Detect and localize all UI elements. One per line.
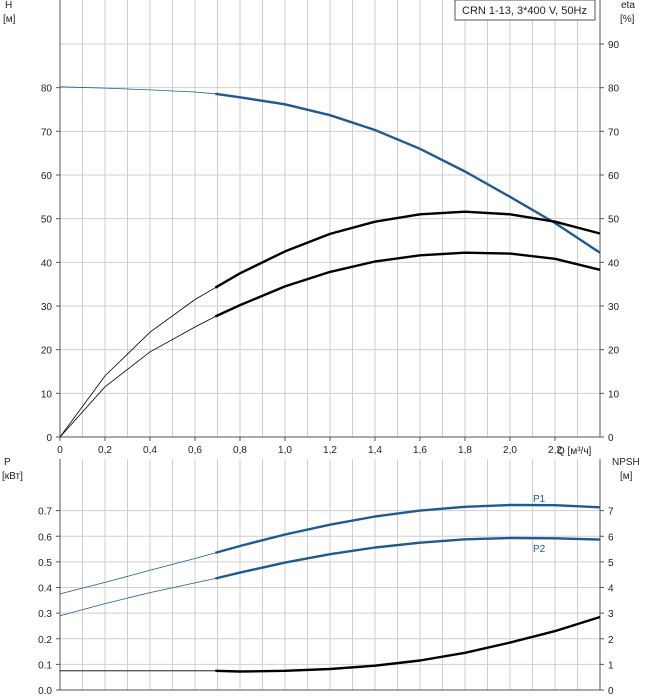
x-axis-label-q: Q [м³/ч]	[557, 446, 592, 457]
upper-axes	[56, 0, 604, 441]
series-p2-operating	[215, 536, 601, 580]
x-tick-label: 0,2	[98, 445, 112, 456]
y-tick-label-right: 50	[608, 215, 620, 226]
left-axis-label-h: H	[5, 0, 12, 11]
y-tick-label-right: 7	[608, 507, 614, 518]
y-tick-label-left: 80	[41, 84, 53, 95]
series-p2-extended	[59, 578, 216, 617]
upper-chart: 0 10 20 30 40 50 60 70 80 0 10 20 30 40 50 60 70 80 90 0 0,2…	[3, 0, 635, 457]
y-tick-label-left: 20	[41, 346, 53, 357]
x-tick-label: 2,2	[548, 445, 562, 456]
right-axis-unit-npsh: [м]	[620, 471, 633, 482]
y-tick-label-left: 0.5	[38, 558, 52, 569]
y-tick-label-left: 0.2	[38, 635, 52, 646]
y-tick-label-left: 0	[46, 433, 52, 444]
lower-chart: 0.0 0.1 0.2 0.3 0.4 0.5 0.6 0.7 0 1 2 3 4 5 6 7 P [кВт]…	[2, 457, 640, 697]
y-tick-label-right: 3	[608, 609, 614, 620]
y-tick-label-right: 0	[608, 433, 614, 444]
x-tick-label: 2,0	[503, 445, 517, 456]
y-tick-label-right: 1	[608, 660, 614, 671]
series-0-0-extended	[59, 86, 216, 95]
series-0-1-extended	[59, 287, 216, 438]
series-label-p2: P2	[533, 544, 546, 555]
y-tick-label-left: 50	[41, 215, 53, 226]
y-tick-label-left: 0.7	[38, 507, 52, 518]
upper-series	[59, 86, 601, 438]
chart-title-box	[454, 0, 596, 21]
y-tick-label-left: 30	[41, 302, 53, 313]
right-axis-unit-eta: [%]	[620, 14, 635, 25]
y-tick-label-right: 30	[608, 302, 620, 313]
y-tick-label-right: 5	[608, 558, 614, 569]
y-tick-label-right: 70	[608, 127, 620, 138]
left-axis-unit-h: [м]	[3, 14, 16, 25]
y-tick-label-left: 0.1	[38, 660, 52, 671]
y-tick-label-left: 0.3	[38, 609, 52, 620]
x-tick-label: 0,6	[188, 445, 202, 456]
chart-title: CRN 1-13, 3*400 V, 50Hz	[462, 5, 587, 17]
lower-axes	[56, 459, 604, 691]
y-tick-label-right: 10	[608, 389, 620, 400]
series-p1-extended	[59, 552, 216, 595]
lower-grid	[60, 459, 600, 690]
lower-series	[59, 503, 601, 673]
y-tick-label-right: 20	[608, 346, 620, 357]
y-tick-label-left: 0.4	[38, 584, 52, 595]
series-0-1-operating	[214, 210, 601, 289]
y-tick-label-left: 10	[41, 389, 53, 400]
series-1-2-operating	[215, 615, 601, 673]
x-tick-label: 1,8	[458, 445, 472, 456]
y-tick-label-right: 40	[608, 258, 620, 269]
y-tick-label-left: 70	[41, 127, 53, 138]
y-tick-label-right: 0	[608, 686, 614, 697]
x-tick-label: 0,8	[233, 445, 247, 456]
left-axis-unit-p: [кВт]	[2, 471, 23, 482]
y-tick-label-right: 80	[608, 84, 620, 95]
upper-tick-labels: 0 10 20 30 40 50 60 70 80 0 10 20 30 40 50 60 70 80 90 0 0,2…	[41, 40, 620, 456]
x-tick-label: 0	[57, 445, 63, 456]
x-tick-label: 1,0	[278, 445, 292, 456]
right-axis-label-npsh: NPSH	[612, 457, 640, 468]
y-tick-label-right: 2	[608, 635, 614, 646]
series-label-p1: P1	[533, 494, 546, 505]
y-tick-label-left: 40	[41, 258, 53, 269]
upper-grid	[60, 0, 600, 437]
lower-tick-labels: 0.0 0.1 0.2 0.3 0.4 0.5 0.6 0.7 0 1 2 3 4 5 6 7	[38, 507, 614, 697]
series-0-2-operating	[214, 251, 601, 318]
series-0-2-extended	[59, 316, 216, 438]
x-tick-label: 0,4	[143, 445, 157, 456]
x-tick-label: 1,4	[368, 445, 382, 456]
y-tick-label-left: 0.6	[38, 532, 52, 543]
y-tick-label-right: 90	[608, 40, 620, 51]
y-tick-label-right: 4	[608, 584, 614, 595]
right-axis-label-eta: eta	[621, 0, 635, 11]
left-axis-label-p: P	[4, 457, 11, 468]
series-p1-operating	[214, 503, 601, 555]
y-tick-label-right: 6	[608, 532, 614, 543]
x-tick-label: 1,2	[323, 445, 337, 456]
y-tick-label-left: 0.0	[38, 686, 52, 697]
y-tick-label-right: 60	[608, 171, 620, 182]
y-tick-label-left: 60	[41, 171, 53, 182]
series-0-0-operating	[215, 92, 601, 254]
x-tick-label: 1,6	[413, 445, 427, 456]
